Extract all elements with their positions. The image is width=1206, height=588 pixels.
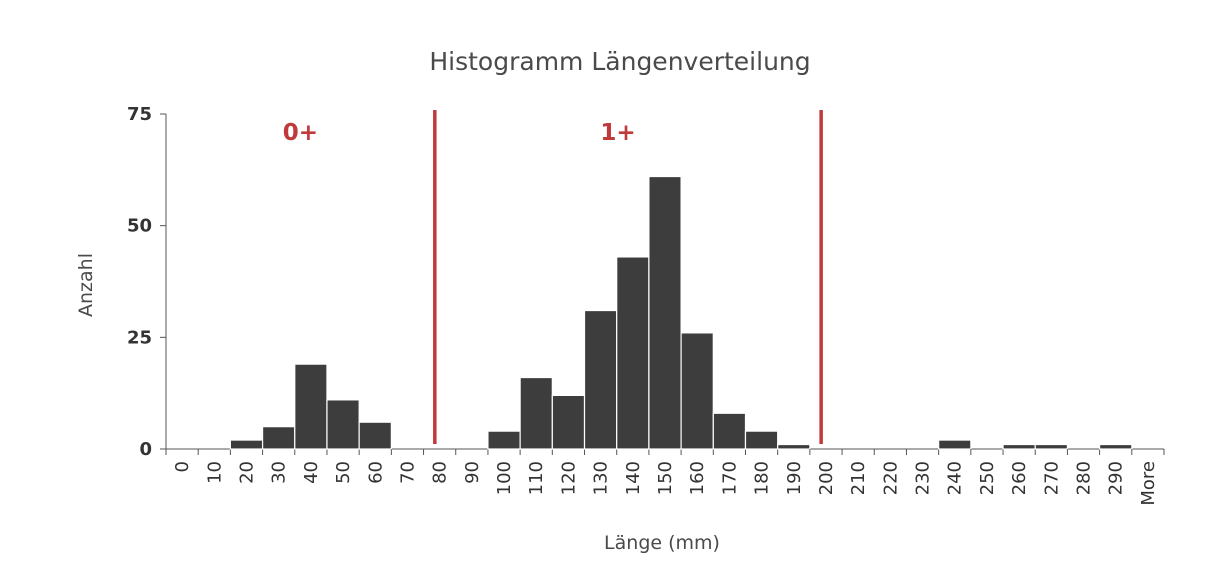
x-tick-label: 40 — [301, 461, 322, 484]
plot-area: 0 25 50 75 0 10 20 30 40 50 60 70 80 90 100 110 120 130 14… — [127, 104, 1165, 506]
x-tick-label: 230 — [913, 461, 934, 495]
x-tick-label: 270 — [1041, 461, 1062, 495]
histogram-bar — [1034, 443, 1069, 450]
x-tick-label: 80 — [430, 461, 451, 484]
histogram-bar — [358, 421, 392, 450]
y-tick-label: 25 — [127, 327, 152, 348]
x-tick-label: 20 — [236, 461, 257, 484]
region-annotation: 0+ — [283, 120, 318, 146]
x-tick-label: 260 — [1009, 461, 1030, 495]
x-tick-label: 50 — [333, 461, 354, 484]
x-tick-label: More — [1138, 461, 1159, 506]
x-tick-label: 170 — [719, 461, 740, 495]
histogram-bar — [744, 430, 779, 450]
histogram-bar — [1099, 443, 1133, 450]
x-tick-label: 210 — [848, 461, 869, 495]
histogram-bar — [648, 175, 682, 450]
x-tick-label: 160 — [687, 461, 708, 495]
histogram-bar — [326, 399, 360, 450]
x-tick-label: 180 — [752, 461, 773, 495]
x-tick-label: 120 — [558, 461, 579, 495]
histogram-bar — [229, 439, 264, 450]
histogram-bar — [551, 394, 586, 450]
y-tick-label: 50 — [127, 216, 152, 237]
x-axis-label: Länge (mm) — [604, 532, 720, 554]
x-tick-label: 250 — [977, 461, 998, 495]
x-tick-label: 60 — [365, 461, 386, 484]
histogram-bar — [294, 363, 328, 450]
x-tick-label: 70 — [397, 461, 418, 484]
x-tick-label: 100 — [494, 461, 515, 495]
histogram-bar — [616, 256, 650, 450]
x-tick-label: 10 — [204, 461, 225, 484]
y-tick-label: 75 — [127, 104, 152, 125]
histogram-bar — [487, 430, 521, 450]
x-tick-label: 200 — [816, 461, 837, 495]
x-tick-label: 150 — [655, 461, 676, 495]
x-tick-label: 190 — [784, 461, 805, 495]
x-tick-label: 220 — [880, 461, 901, 495]
x-tick-label: 30 — [269, 461, 290, 484]
histogram-bar — [938, 439, 972, 450]
histogram-bar — [712, 412, 747, 450]
x-tick-label: 140 — [623, 461, 644, 495]
histogram-bar — [680, 332, 714, 450]
histogram-bar — [261, 426, 296, 450]
x-tick-label: 240 — [945, 461, 966, 495]
x-tick-label: 0 — [172, 461, 193, 472]
x-tick-label: 130 — [591, 461, 612, 495]
x-tick-label: 110 — [526, 461, 547, 495]
x-tick-label: 90 — [462, 461, 483, 484]
y-tick-label: 0 — [139, 439, 152, 460]
region-annotation: 1+ — [600, 120, 635, 146]
chart-title: Histogramm Längenverteilung — [429, 47, 810, 76]
histogram-bar — [777, 443, 811, 450]
x-tick-label: 290 — [1106, 461, 1127, 495]
histogram-bar — [583, 309, 618, 450]
histogram-bar — [519, 376, 553, 450]
x-tick-label: 280 — [1074, 461, 1095, 495]
y-axis-label: Anzahl — [75, 253, 97, 317]
histogram-bar — [1002, 443, 1036, 450]
